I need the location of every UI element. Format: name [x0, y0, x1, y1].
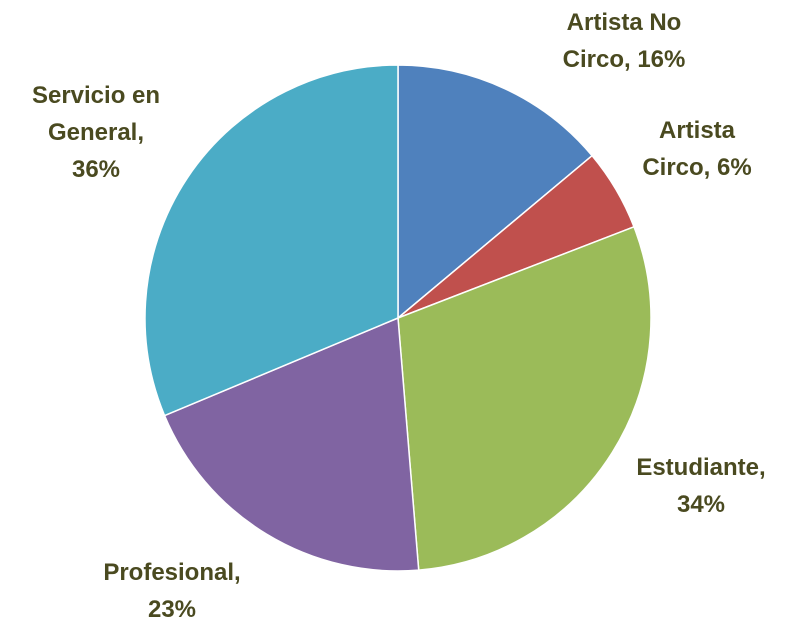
pie-slice-artista-no-circo	[397, 64, 593, 319]
pie-slice-servicio-en-general	[144, 64, 399, 417]
data-label-estudiante: Estudiante, 34%	[636, 454, 765, 518]
pie-slice-estudiante	[397, 226, 652, 571]
pie-labels: Artista No Circo, 16% Artista Circo, 6% Estu…	[32, 9, 766, 619]
pie-slices	[144, 64, 652, 572]
data-label-artista-circo: Artista Circo, 6%	[642, 117, 751, 181]
data-label-artista-no-circo: Artista No Circo, 16%	[563, 9, 686, 73]
data-label-servicio-en-general: Servicio en General, 36%	[32, 82, 160, 183]
data-label-profesional: Profesional, 23%	[103, 559, 240, 619]
pie-slice-profesional	[163, 317, 420, 572]
